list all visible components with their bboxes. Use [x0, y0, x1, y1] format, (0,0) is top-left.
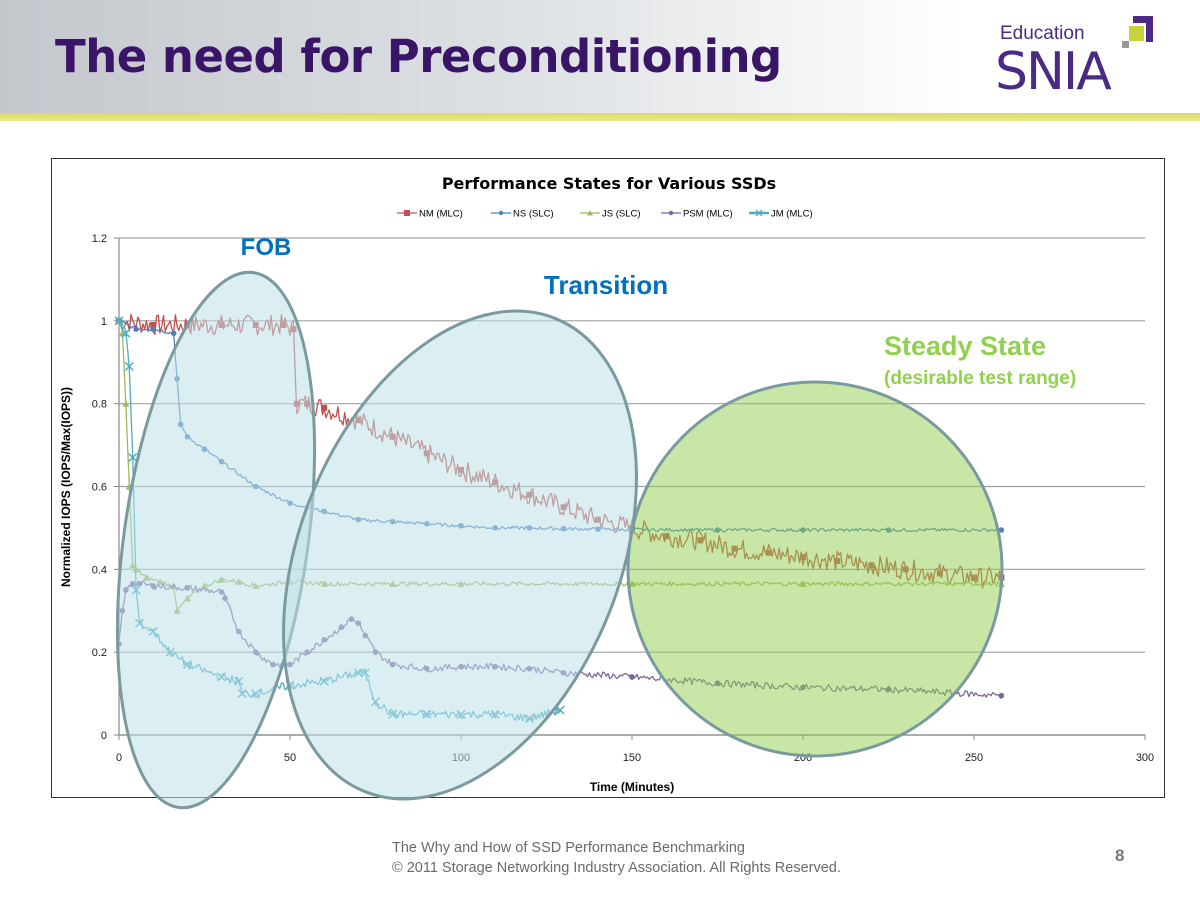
- fob-label: FOB: [241, 234, 292, 261]
- data-point: [114, 316, 124, 326]
- slide-title: The need for Preconditioning: [55, 30, 782, 83]
- data-point: [121, 328, 131, 338]
- data-point: [629, 674, 635, 680]
- footer: The Why and How of SSD Performance Bench…: [392, 838, 841, 878]
- legend-item: NM (MLC): [397, 209, 463, 220]
- y-tick-label: 0: [101, 730, 107, 742]
- logo-square-icon: [1129, 26, 1144, 41]
- data-point: [124, 361, 134, 371]
- steady-state-region: [626, 380, 1004, 758]
- y-tick-label: 1: [101, 316, 107, 328]
- logo-bracket-icon: [1133, 16, 1153, 42]
- header-divider: [0, 113, 1200, 121]
- y-tick-label: 1.2: [92, 233, 107, 245]
- x-tick-label: 250: [965, 752, 983, 764]
- legend-item: NS (SLC): [491, 209, 554, 220]
- legend-item: PSM (MLC): [661, 209, 733, 220]
- legend-marker: [668, 210, 674, 216]
- footer-line-2: © 2011 Storage Networking Industry Assoc…: [392, 860, 841, 876]
- page-number: 8: [1115, 846, 1125, 865]
- chart-title: Performance States for Various SSDs: [442, 174, 776, 193]
- legend-marker: [498, 210, 504, 216]
- legend-marker: [587, 210, 593, 216]
- x-tick-label: 300: [1136, 752, 1154, 764]
- x-tick-label: 0: [116, 752, 122, 764]
- data-point: [321, 404, 328, 411]
- x-tick-label: 50: [284, 752, 296, 764]
- y-axis-label: Normalized IOPS (IOPS/Max(IOPS)): [59, 387, 73, 587]
- legend-label: NS (SLC): [513, 209, 554, 220]
- legend-label: PSM (MLC): [683, 209, 733, 220]
- legend-label: JS (SLC): [602, 209, 641, 220]
- data-point: [998, 692, 1005, 699]
- legend-label: NM (MLC): [419, 209, 463, 220]
- data-point: [133, 326, 139, 332]
- annotations: FOB Transition Steady State (desirable test…: [241, 234, 1077, 389]
- data-point: [170, 330, 177, 337]
- data-point: [122, 400, 130, 407]
- y-tick-label: 0.4: [92, 564, 107, 576]
- regions-layer: [115, 270, 1004, 810]
- data-point: [555, 705, 565, 715]
- y-tick-label: 0.2: [92, 647, 107, 659]
- legend-marker: [755, 209, 763, 217]
- legend-label: JM (MLC): [771, 209, 813, 220]
- footer-line-1: The Why and How of SSD Performance Bench…: [392, 840, 745, 856]
- legend-marker: [404, 210, 410, 216]
- steady-state-label: Steady State: [884, 331, 1046, 361]
- snia-logo: Education SNIA: [995, 14, 1165, 104]
- slide-header: [0, 0, 1200, 114]
- y-tick-label: 0.6: [92, 482, 107, 494]
- steady-state-sublabel: (desirable test range): [884, 368, 1076, 389]
- y-tick-label: 0.8: [92, 399, 107, 411]
- logo-education-text: Education: [1000, 23, 1085, 44]
- data-point: [128, 452, 138, 463]
- logo-snia-text: SNIA: [995, 42, 1112, 102]
- data-point: [150, 326, 156, 332]
- x-tick-label: 150: [623, 752, 641, 764]
- data-point: [998, 527, 1005, 533]
- legend: NM (MLC) NS (SLC) JS (SLC) PSM (MLC) JM (MLC…: [397, 209, 813, 220]
- logo-small-square-icon: [1122, 41, 1129, 48]
- transition-label: Transition: [544, 270, 668, 300]
- transition-region: [282, 309, 638, 801]
- x-axis-label: Time (Minutes): [590, 780, 674, 794]
- legend-item: JS (SLC): [580, 209, 641, 220]
- data-point: [150, 321, 157, 328]
- legend-item: JM (MLC): [749, 209, 813, 220]
